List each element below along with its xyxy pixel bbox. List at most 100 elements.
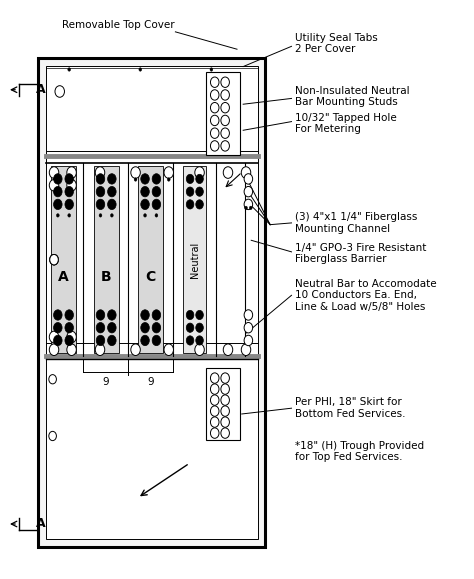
Circle shape xyxy=(249,206,252,210)
Bar xyxy=(46,66,258,539)
Circle shape xyxy=(96,174,105,184)
Circle shape xyxy=(67,344,76,356)
Circle shape xyxy=(210,90,219,100)
Circle shape xyxy=(152,174,161,184)
Circle shape xyxy=(65,174,73,184)
Circle shape xyxy=(221,428,229,438)
Circle shape xyxy=(241,167,251,178)
Circle shape xyxy=(186,187,194,196)
Circle shape xyxy=(221,384,229,394)
Circle shape xyxy=(108,335,116,346)
Circle shape xyxy=(196,323,203,332)
Circle shape xyxy=(54,310,62,320)
Circle shape xyxy=(186,323,194,332)
Circle shape xyxy=(210,417,219,427)
Bar xyxy=(38,58,265,547)
Circle shape xyxy=(144,214,146,217)
Circle shape xyxy=(210,395,219,405)
Text: *18" (H) Trough Provided
for Top Fed Services.: *18" (H) Trough Provided for Top Fed Ser… xyxy=(295,441,424,463)
Circle shape xyxy=(221,77,229,87)
Circle shape xyxy=(221,90,229,100)
Circle shape xyxy=(50,255,58,265)
Text: (3) 4"x1 1/4" Fiberglass
Mounting Channel: (3) 4"x1 1/4" Fiberglass Mounting Channe… xyxy=(295,212,417,234)
Circle shape xyxy=(210,406,219,416)
Text: Neutral: Neutral xyxy=(190,241,200,278)
Circle shape xyxy=(49,344,59,356)
Circle shape xyxy=(244,174,253,184)
Circle shape xyxy=(210,128,219,138)
Circle shape xyxy=(241,344,251,356)
Circle shape xyxy=(141,186,149,197)
Circle shape xyxy=(244,186,253,197)
Text: Non-Insulated Neutral
Bar Mounting Studs: Non-Insulated Neutral Bar Mounting Studs xyxy=(295,86,410,108)
Bar xyxy=(51,166,76,353)
Circle shape xyxy=(108,186,116,197)
Circle shape xyxy=(195,167,204,178)
Circle shape xyxy=(210,115,219,126)
Circle shape xyxy=(210,77,219,87)
Text: 9: 9 xyxy=(103,376,109,387)
Circle shape xyxy=(49,331,59,343)
Circle shape xyxy=(54,174,62,184)
Circle shape xyxy=(54,199,62,210)
Circle shape xyxy=(155,214,158,217)
Circle shape xyxy=(141,199,149,210)
Circle shape xyxy=(50,255,58,265)
Text: Utility Seal Tabs
2 Per Cover: Utility Seal Tabs 2 Per Cover xyxy=(295,32,378,54)
Circle shape xyxy=(244,310,253,320)
Circle shape xyxy=(131,167,140,178)
Circle shape xyxy=(68,68,71,71)
Circle shape xyxy=(139,68,142,71)
Circle shape xyxy=(141,335,149,346)
Circle shape xyxy=(108,310,116,320)
Text: C: C xyxy=(146,270,156,284)
Circle shape xyxy=(152,310,161,320)
Text: 1/4" GPO-3 Fire Resistant
Fiberglass Barrier: 1/4" GPO-3 Fire Resistant Fiberglass Bar… xyxy=(295,243,426,265)
Circle shape xyxy=(196,336,203,345)
Circle shape xyxy=(164,167,173,178)
Circle shape xyxy=(54,323,62,333)
Circle shape xyxy=(56,214,59,217)
Text: 10/32" Tapped Hole
For Metering: 10/32" Tapped Hole For Metering xyxy=(295,112,397,134)
Circle shape xyxy=(221,373,229,383)
Circle shape xyxy=(49,179,59,191)
Circle shape xyxy=(210,384,219,394)
Circle shape xyxy=(95,167,105,178)
Circle shape xyxy=(99,178,101,181)
Circle shape xyxy=(164,344,173,356)
Circle shape xyxy=(210,102,219,113)
Bar xyxy=(206,72,240,155)
Circle shape xyxy=(65,335,73,346)
Circle shape xyxy=(108,174,116,184)
Circle shape xyxy=(65,323,73,333)
Circle shape xyxy=(152,199,161,210)
Circle shape xyxy=(65,310,73,320)
Bar xyxy=(206,368,240,440)
Circle shape xyxy=(244,199,253,210)
Circle shape xyxy=(141,174,149,184)
Circle shape xyxy=(244,335,253,346)
Circle shape xyxy=(134,178,137,181)
Circle shape xyxy=(167,178,170,181)
Text: Removable Top Cover: Removable Top Cover xyxy=(62,20,175,30)
Circle shape xyxy=(55,86,64,97)
Circle shape xyxy=(99,214,102,217)
Circle shape xyxy=(152,323,161,333)
Text: A: A xyxy=(36,518,45,530)
Circle shape xyxy=(65,186,73,197)
Circle shape xyxy=(108,323,116,333)
Circle shape xyxy=(152,335,161,346)
Circle shape xyxy=(68,214,71,217)
Circle shape xyxy=(221,395,229,405)
Circle shape xyxy=(110,214,113,217)
Circle shape xyxy=(210,68,213,71)
Bar xyxy=(138,166,163,353)
Text: 9: 9 xyxy=(148,376,154,387)
Circle shape xyxy=(96,186,105,197)
Circle shape xyxy=(186,200,194,209)
Circle shape xyxy=(96,323,105,333)
Circle shape xyxy=(244,323,253,333)
Circle shape xyxy=(223,344,233,356)
Circle shape xyxy=(50,255,58,265)
Circle shape xyxy=(196,310,203,320)
